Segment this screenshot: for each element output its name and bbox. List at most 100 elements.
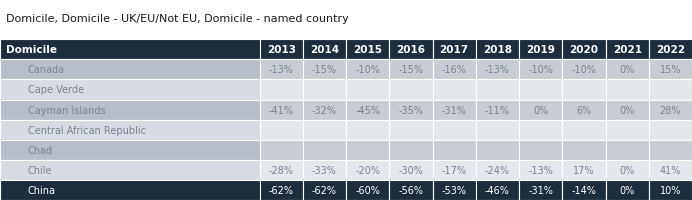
Bar: [562, 120, 606, 140]
Bar: [562, 180, 606, 200]
Text: Central African Republic: Central African Republic: [28, 125, 146, 135]
Bar: [519, 100, 562, 120]
Bar: [0, 180, 260, 200]
Bar: [432, 60, 476, 80]
Bar: [260, 80, 303, 100]
Text: Cayman Islands: Cayman Islands: [28, 105, 105, 115]
Bar: [303, 180, 346, 200]
Bar: [562, 100, 606, 120]
Bar: [432, 160, 476, 180]
Bar: [303, 160, 346, 180]
Text: 2014: 2014: [310, 45, 339, 55]
Text: -15%: -15%: [312, 65, 337, 75]
Bar: [260, 160, 303, 180]
Bar: [389, 100, 432, 120]
Text: -20%: -20%: [355, 165, 380, 175]
Text: -31%: -31%: [528, 185, 553, 195]
Bar: [606, 180, 649, 200]
Text: 0%: 0%: [619, 105, 635, 115]
Bar: [432, 120, 476, 140]
Bar: [649, 140, 692, 160]
Bar: [649, 80, 692, 100]
Text: Domicile, Domicile - UK/EU/Not EU, Domicile - named country: Domicile, Domicile - UK/EU/Not EU, Domic…: [6, 14, 348, 24]
Bar: [303, 120, 346, 140]
Bar: [476, 80, 519, 100]
Bar: [476, 120, 519, 140]
Text: 2019: 2019: [526, 45, 555, 55]
Bar: [519, 80, 562, 100]
Text: -35%: -35%: [399, 105, 424, 115]
Text: 2017: 2017: [439, 45, 468, 55]
Text: 0%: 0%: [619, 165, 635, 175]
Bar: [476, 180, 519, 200]
Text: 0%: 0%: [619, 185, 635, 195]
Bar: [606, 100, 649, 120]
Bar: [260, 120, 303, 140]
Text: 28%: 28%: [659, 105, 681, 115]
Bar: [519, 140, 562, 160]
Bar: [260, 100, 303, 120]
Bar: [562, 60, 606, 80]
Bar: [519, 120, 562, 140]
Bar: [389, 40, 432, 60]
Bar: [260, 60, 303, 80]
Bar: [649, 60, 692, 80]
Bar: [519, 60, 562, 80]
Bar: [432, 80, 476, 100]
Text: 2018: 2018: [483, 45, 512, 55]
Text: -24%: -24%: [485, 165, 510, 175]
Text: China: China: [28, 185, 55, 195]
Text: 10%: 10%: [659, 185, 681, 195]
Bar: [562, 40, 606, 60]
Text: 2020: 2020: [570, 45, 599, 55]
Text: 0%: 0%: [619, 65, 635, 75]
Bar: [562, 160, 606, 180]
Text: -46%: -46%: [485, 185, 510, 195]
Text: -32%: -32%: [312, 105, 337, 115]
Text: -11%: -11%: [485, 105, 510, 115]
Text: -31%: -31%: [441, 105, 466, 115]
Bar: [389, 60, 432, 80]
Bar: [476, 140, 519, 160]
Text: -10%: -10%: [355, 65, 380, 75]
Bar: [432, 140, 476, 160]
Bar: [260, 40, 303, 60]
Text: -10%: -10%: [572, 65, 597, 75]
Text: 2013: 2013: [266, 45, 295, 55]
Bar: [346, 80, 389, 100]
Bar: [519, 160, 562, 180]
Bar: [303, 60, 346, 80]
Text: -28%: -28%: [268, 165, 293, 175]
Text: -13%: -13%: [485, 65, 510, 75]
Bar: [606, 40, 649, 60]
Bar: [606, 120, 649, 140]
Text: -33%: -33%: [312, 165, 337, 175]
Bar: [346, 180, 389, 200]
Text: -17%: -17%: [441, 165, 466, 175]
Bar: [303, 80, 346, 100]
Bar: [0, 140, 260, 160]
Bar: [303, 100, 346, 120]
Text: -62%: -62%: [312, 185, 337, 195]
Bar: [649, 160, 692, 180]
Text: -45%: -45%: [355, 105, 380, 115]
Bar: [303, 40, 346, 60]
Bar: [346, 160, 389, 180]
Text: Chad: Chad: [28, 145, 53, 155]
Bar: [389, 180, 432, 200]
Bar: [562, 80, 606, 100]
Text: Domicile: Domicile: [6, 45, 57, 55]
Text: -56%: -56%: [399, 185, 424, 195]
Bar: [260, 140, 303, 160]
Bar: [0, 80, 260, 100]
Text: -10%: -10%: [528, 65, 553, 75]
Text: -60%: -60%: [355, 185, 380, 195]
Bar: [476, 160, 519, 180]
Bar: [346, 60, 389, 80]
Bar: [476, 60, 519, 80]
Bar: [389, 120, 432, 140]
Text: -62%: -62%: [268, 185, 293, 195]
Text: 2022: 2022: [656, 45, 685, 55]
Text: -16%: -16%: [441, 65, 466, 75]
Bar: [519, 40, 562, 60]
